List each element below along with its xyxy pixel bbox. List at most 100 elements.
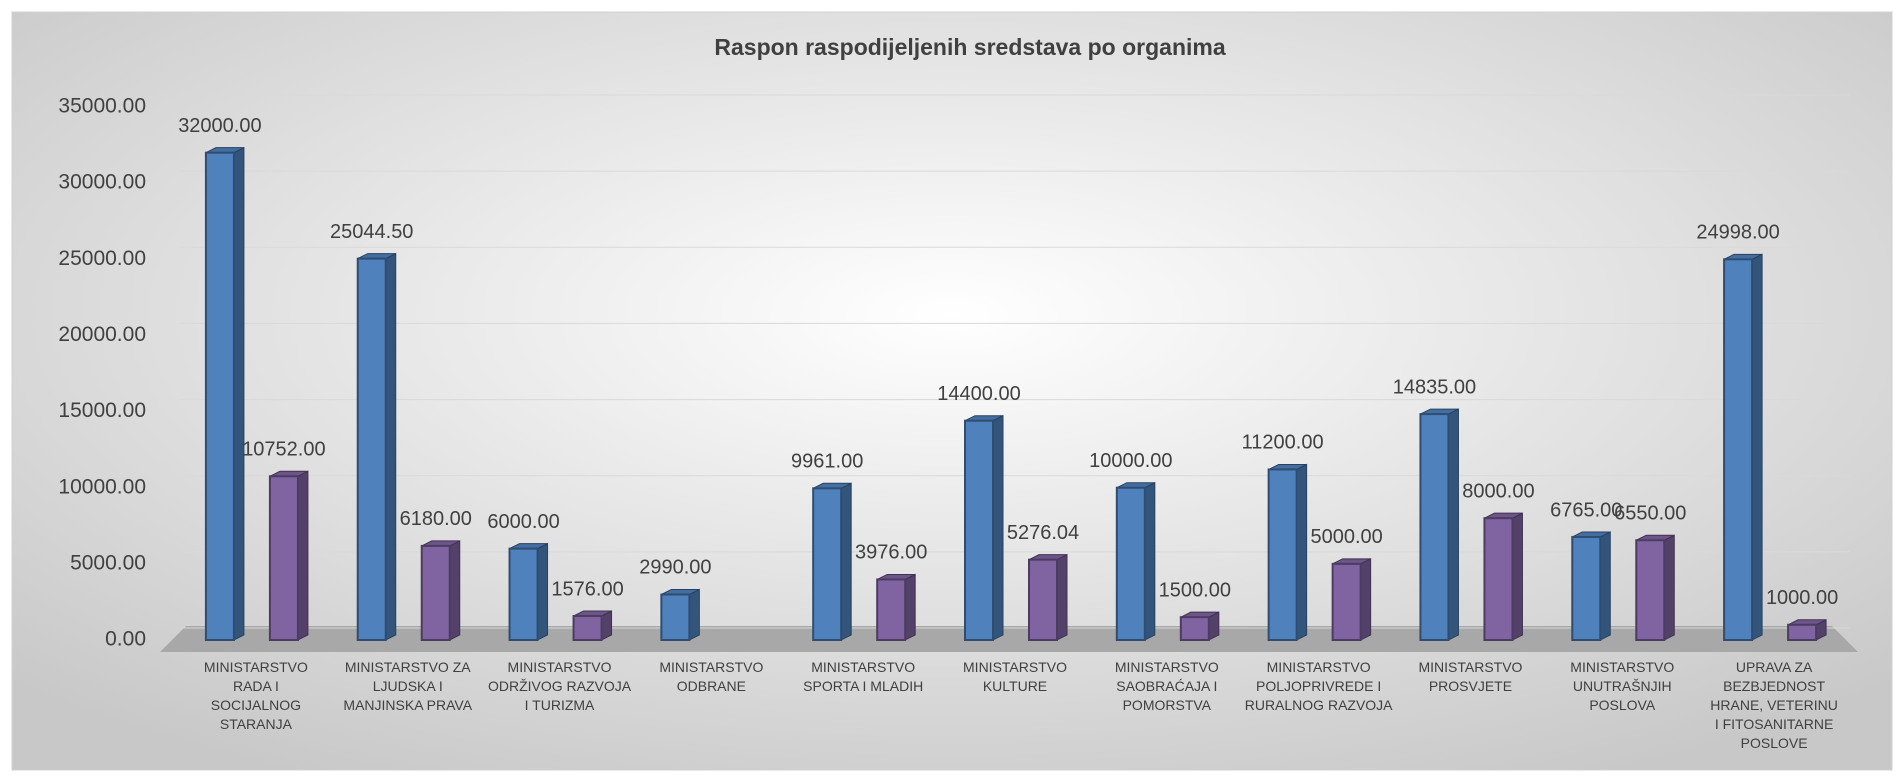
bar-front: [1635, 539, 1666, 642]
value-label: 32000.00: [178, 115, 261, 137]
bar-front: [508, 547, 539, 642]
x-tick-label: MINISTARSTVO SPORTA I MLADIH: [803, 659, 923, 694]
bar: [204, 146, 245, 642]
bar: [876, 573, 916, 641]
bar-front: [1419, 413, 1450, 641]
bar-side: [1751, 253, 1763, 641]
value-label: 10752.00: [242, 439, 325, 461]
y-tick-label: 5000.00: [70, 551, 146, 574]
value-label: 1500.00: [1159, 579, 1231, 601]
x-tick-label: MINISTARSTVO ODRŽIVOG RAZVOJA I TURIZMA: [488, 659, 632, 713]
value-label: 8000.00: [1462, 480, 1534, 502]
bar-side: [1056, 553, 1068, 641]
bar-side: [688, 588, 700, 641]
value-label: 14835.00: [1393, 376, 1476, 398]
bar: [268, 470, 309, 641]
y-tick-label: 0.00: [105, 628, 146, 651]
bar: [1267, 463, 1308, 641]
bar: [420, 540, 461, 642]
bar-front: [420, 544, 451, 642]
x-tick-label: MINISTARSTVO POLJOPRIVREDE I RURALNOG RAZV…: [1245, 659, 1393, 713]
value-label: 6000.00: [487, 511, 559, 533]
bar: [1179, 611, 1220, 642]
y-tick-label: 15000.00: [58, 399, 146, 422]
value-label: 5276.04: [1007, 522, 1079, 544]
bar: [1115, 481, 1156, 642]
bar-side: [1511, 512, 1523, 641]
x-tick-label: UPRAVA ZA BEZBJEDNOST HRANE, VETERINU I FIT…: [1710, 659, 1838, 751]
value-label: 6180.00: [400, 508, 472, 530]
bar: [1635, 534, 1675, 642]
bar: [1483, 512, 1523, 642]
bar-front: [1115, 486, 1146, 642]
x-tick-label: MINISTARSTVO PROSVJETE: [1418, 659, 1522, 694]
bar-front: [1787, 623, 1818, 641]
bar-front: [660, 593, 691, 641]
bar-side: [1663, 534, 1675, 641]
bar-front: [1028, 558, 1058, 641]
x-tick-label: MINISTARSTVO UNUTRAŠNJIH POSLOVA: [1570, 659, 1674, 713]
value-label: 1576.00: [551, 578, 623, 600]
bar: [356, 252, 397, 641]
bar: [572, 610, 613, 641]
bar-side: [840, 482, 852, 641]
y-tick-label: 35000.00: [58, 95, 146, 118]
bar-side: [1360, 558, 1372, 641]
bar: [1419, 408, 1459, 641]
bar-side: [449, 540, 461, 641]
bar-side: [537, 542, 549, 641]
y-tick-label: 30000.00: [58, 171, 146, 194]
bar-front: [1723, 258, 1754, 641]
value-label: 14400.00: [937, 383, 1020, 405]
bar: [812, 482, 852, 641]
bar-side: [1296, 463, 1308, 641]
bar-side: [992, 414, 1004, 641]
bar-front: [204, 151, 235, 642]
chart-title: Raspon raspodijeljenih sredstava po orga…: [714, 34, 1225, 60]
x-tick-label: MINISTARSTVO ZA LJUDSKA I MANJINSKA PRAVA: [343, 659, 472, 713]
bar-side: [385, 252, 397, 641]
value-label: 9961.00: [791, 451, 863, 473]
bar-side: [904, 573, 916, 641]
bar-front: [964, 419, 994, 641]
x-tick-label: MINISTARSTVO KULTURE: [963, 659, 1067, 694]
bar-front: [812, 487, 843, 641]
bar-front: [1179, 616, 1210, 642]
bar-front: [356, 257, 387, 641]
value-label: 6765.00: [1550, 499, 1622, 521]
bar-front: [268, 475, 299, 641]
x-tick-label: MINISTARSTVO RADA I SOCIJALNOG STARANJA: [204, 659, 308, 732]
value-label: 3976.00: [855, 542, 927, 564]
value-label: 5000.00: [1310, 526, 1382, 548]
bar-side: [1144, 481, 1156, 641]
bar-front: [876, 578, 907, 641]
bar-front: [1267, 468, 1298, 641]
value-label: 1000.00: [1766, 587, 1838, 609]
value-label: 10000.00: [1089, 450, 1172, 472]
y-tick-label: 10000.00: [58, 475, 146, 498]
x-tick-label: MINISTARSTVO SAOBRAĆAJA I POMORSTVA: [1115, 659, 1219, 713]
bar-front: [1571, 535, 1602, 641]
bar-front: [572, 614, 603, 641]
value-label: 6550.00: [1614, 503, 1686, 525]
bar-front: [1331, 562, 1362, 641]
bar: [1723, 253, 1763, 641]
bar-side: [297, 470, 309, 641]
value-label: 24998.00: [1696, 222, 1779, 244]
bar-side: [1599, 531, 1611, 641]
bar: [1787, 618, 1827, 641]
bar-side: [1447, 408, 1459, 641]
value-label: 11200.00: [1242, 432, 1324, 454]
value-label: 2990.00: [639, 557, 711, 579]
bar-side: [233, 146, 245, 641]
y-tick-label: 20000.00: [58, 323, 146, 346]
bar: [660, 588, 700, 641]
bar: [1331, 558, 1372, 641]
y-tick-label: 25000.00: [58, 247, 146, 270]
bar: [508, 542, 549, 642]
x-tick-label: MINISTARSTVO ODBRANE: [659, 659, 763, 694]
bar: [1028, 553, 1068, 641]
bar: [964, 414, 1004, 641]
